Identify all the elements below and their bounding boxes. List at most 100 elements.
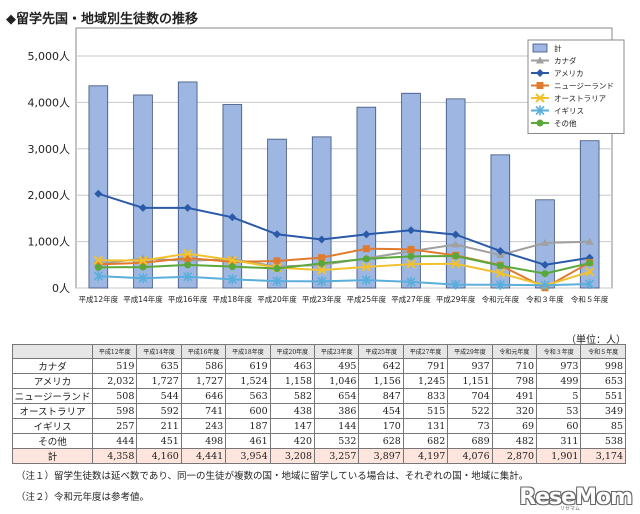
data-point [496,262,504,270]
data-point [362,230,371,239]
data-table: 平成12年度 平成14年度 平成16年度 平成18年度 平成20年度 平成23年度 平成25… [12,344,626,464]
bar-total [88,85,109,289]
data-point [317,235,326,244]
table-cell: 515 [402,403,449,419]
legend-label: ニュージーランド [554,82,614,91]
data-point-stroke [584,267,595,277]
data-point [361,275,371,286]
table-header-cell: 平成25年度 [358,344,404,359]
table-corner-cell [12,344,93,359]
table-cell: 833 [402,388,449,404]
table-cell: 1,727 [136,373,182,389]
table-cell: 461 [225,433,271,449]
legend-box [527,39,625,134]
table-cell: 973 [536,358,582,374]
x-tick-label: 平成12年度 [79,294,119,304]
table-cell: 1,727 [180,373,227,389]
legend-marker [536,82,544,89]
data-point [361,262,372,272]
legend-marker [536,69,544,77]
table-cell: 69 [491,418,538,434]
table-cell: 170 [358,418,404,434]
data-point [139,203,147,212]
bar-total [311,136,332,289]
data-point-stroke [450,259,461,269]
table-cell: 1,524 [225,373,271,389]
table-cell: 600 [225,403,271,419]
legend-label: 計 [554,43,562,53]
table-header-row: 平成12年度 平成14年度 平成16年度 平成18年度 平成20年度 平成23年度 平成25… [12,344,626,359]
series-line-5 [98,275,590,287]
data-point [273,230,281,239]
table-cell: 1,245 [402,373,449,389]
table-cell: 53 [536,403,582,419]
bar-total [445,98,466,289]
data-point [316,265,327,275]
row-label: 計 [12,448,93,464]
legend-label: カナダ [554,56,577,66]
series-line-4 [98,252,590,287]
table-cell: 3,174 [580,448,626,464]
bar-total [133,94,153,289]
table-cell: 2,032 [91,373,138,389]
data-point [496,246,505,255]
data-point [184,254,192,262]
table-cell: 73 [447,418,493,434]
data-point [586,259,594,267]
table-cell: 4,197 [402,448,449,464]
data-point-stroke [93,255,104,265]
table-cell: 60 [536,418,582,434]
table-header-cell: 平成29年度 [447,344,493,359]
table-cell: 592 [136,403,182,419]
table-row: アメリカ 2,032 1,727 1,727 1,524 1,158 1,046 1,156 1… [12,373,626,389]
series-line-2 [98,192,590,266]
table-cell: 998 [580,358,626,374]
table-cell: 538 [580,433,626,449]
data-point [451,279,461,290]
legend-swatch [532,43,548,53]
table-cell: 563 [225,388,271,404]
y-tick-label: 0人 [52,282,70,295]
table-cell: 131 [402,418,449,434]
row-label: その他 [12,433,93,449]
table-cell: 586 [180,358,227,374]
table-cell: 628 [358,433,404,449]
table-header-cell: 令和３年度 [536,344,582,359]
data-point [541,238,549,246]
data-point [228,258,236,266]
table-cell: 937 [447,358,493,374]
data-point [452,252,460,260]
table-row: イギリス 257 211 243 187 147 144 170 131 73 69 60 85 [12,418,626,434]
table-cell: 791 [402,358,449,374]
data-point [406,276,416,287]
table-cell: 3,257 [314,448,360,464]
data-point [407,226,415,235]
data-point [138,273,148,284]
y-tick-label: 2,000人 [28,189,71,202]
legend-marker-stroke [535,93,545,103]
data-point [451,240,460,248]
table-header-cell: 平成23年度 [314,344,360,359]
bar-total [401,92,421,289]
table-cell: 311 [536,433,582,449]
table-cell: 544 [136,388,182,404]
x-tick-label: 令和３年度 [526,294,564,304]
x-tick-label: 平成18年度 [213,294,253,304]
table-cell: 147 [269,418,316,434]
data-point-stroke [227,255,238,265]
data-point [318,259,326,267]
data-point [451,230,460,239]
row-label: オーストラリア [12,403,93,419]
data-point [182,248,193,259]
data-point [407,252,415,260]
table-cell: 1,901 [536,448,582,464]
table-cell: 3,954 [225,448,271,464]
table-cell: 619 [225,358,271,374]
row-label: カナダ [12,358,93,374]
table-row: その他 444 451 498 461 420 532 628 682 689 482 311 538 [12,433,626,449]
legend-label: イギリス [554,107,584,116]
x-tick-label: 平成25年度 [347,294,387,304]
table-cell: 5 [536,388,582,404]
table-cell: 144 [314,418,360,434]
table-cell: 519 [91,358,138,374]
